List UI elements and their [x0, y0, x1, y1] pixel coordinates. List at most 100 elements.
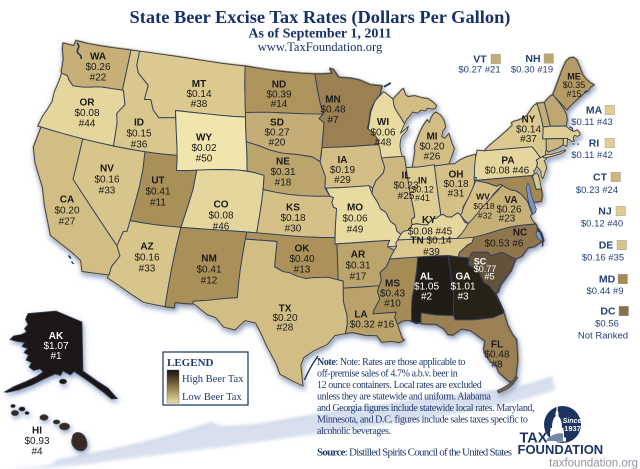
svg-text:#50: #50 [196, 154, 213, 165]
svg-text:$0.30 #19: $0.30 #19 [511, 65, 553, 76]
svg-text:GA: GA [456, 272, 471, 283]
svg-text:$0.20: $0.20 [419, 142, 444, 153]
svg-text:$0.41: $0.41 [145, 187, 170, 198]
svg-text:#44: #44 [79, 119, 96, 130]
svg-text:$0.14: $0.14 [516, 124, 541, 135]
svg-text:SC: SC [474, 257, 487, 267]
svg-text:Since: Since [563, 418, 582, 425]
svg-text:UT: UT [151, 176, 164, 187]
svg-text:#1: #1 [50, 351, 62, 362]
svg-text:$0.41: $0.41 [196, 265, 221, 276]
svg-text:WY: WY [196, 133, 212, 144]
svg-text:#36: #36 [131, 140, 148, 151]
svg-text:#14: #14 [271, 99, 288, 110]
svg-text:$0.23: $0.23 [393, 181, 418, 192]
svg-text:$0.32 #16: $0.32 #16 [350, 320, 395, 331]
svg-text:$0.16: $0.16 [134, 253, 159, 264]
svg-text:$0.27 #21: $0.27 #21 [458, 65, 500, 76]
svg-text:OR: OR [80, 98, 96, 109]
svg-text:TX: TX [279, 304, 292, 315]
svg-text:$0.14: $0.14 [186, 89, 211, 100]
svg-text:WI: WI [377, 117, 389, 128]
svg-text:DC: DC [600, 306, 616, 318]
svg-text:NH: NH [525, 53, 540, 65]
svg-text:IL: IL [402, 171, 411, 182]
svg-text:$0.23 #24: $0.23 #24 [576, 185, 618, 196]
svg-text:MT: MT [192, 79, 206, 90]
svg-text:$0.06: $0.06 [342, 214, 367, 225]
svg-text:NV: NV [100, 164, 114, 175]
svg-text:#49: #49 [347, 225, 364, 236]
svg-text:WA: WA [90, 52, 106, 63]
svg-text:#29: #29 [334, 175, 351, 186]
svg-text:#4: #4 [31, 447, 43, 458]
svg-text:LA: LA [354, 310, 367, 321]
svg-text:$0.26: $0.26 [496, 205, 521, 216]
svg-text:$0.48: $0.48 [320, 105, 345, 116]
svg-text:KS: KS [286, 203, 300, 214]
svg-text:MO: MO [347, 203, 363, 214]
svg-text:#41: #41 [415, 193, 430, 203]
svg-text:$0.02: $0.02 [191, 143, 216, 154]
svg-text:Source: Distilled Spirits Coun: Source: Distilled Spirits Council of the… [317, 447, 512, 459]
svg-text:Minnesota, and D.C. figures in: Minnesota, and D.C. figures include sale… [317, 415, 528, 426]
svg-text:#5: #5 [484, 272, 494, 282]
svg-text:$0.31: $0.31 [270, 167, 295, 178]
svg-text:MI: MI [426, 132, 437, 143]
svg-text:VA: VA [504, 195, 517, 206]
svg-text:$0.20: $0.20 [272, 313, 297, 324]
svg-text:State Beer Excise Tax Rates (D: State Beer Excise Tax Rates (Dollars Per… [130, 7, 511, 28]
svg-text:$0.48: $0.48 [484, 350, 509, 361]
svg-text:$0.26: $0.26 [85, 62, 110, 73]
svg-text:#10: #10 [384, 298, 401, 309]
svg-text:#18: #18 [275, 178, 292, 189]
svg-text:12 ounce containers. Local rat: 12 ounce containers. Local rates are exc… [317, 380, 482, 391]
svg-text:#33: #33 [99, 186, 116, 197]
svg-text:$1.05: $1.05 [414, 281, 439, 292]
svg-text:$0.06: $0.06 [370, 127, 395, 138]
svg-text:taxfoundation.org: taxfoundation.org [549, 458, 638, 469]
svg-text:WV: WV [476, 192, 490, 202]
svg-text:TAX: TAX [520, 431, 548, 447]
svg-text:FL: FL [491, 340, 503, 351]
svg-text:$0.08: $0.08 [74, 108, 99, 119]
svg-text:$0.11 #43: $0.11 #43 [571, 117, 613, 128]
svg-text:$0.18: $0.18 [280, 213, 305, 224]
svg-text:$0.16 #35: $0.16 #35 [582, 253, 624, 264]
svg-text:#11: #11 [150, 198, 166, 209]
svg-text:$0.39: $0.39 [266, 89, 291, 100]
svg-text:#26: #26 [424, 152, 441, 163]
svg-text:$0.44 #9: $0.44 #9 [587, 286, 624, 297]
svg-text:IN: IN [418, 176, 427, 186]
svg-text:$0.08: $0.08 [208, 211, 233, 222]
svg-text:$0.18: $0.18 [473, 201, 495, 211]
svg-text:OK: OK [295, 244, 311, 255]
svg-text:KY: KY [422, 215, 436, 226]
svg-text:$0.77: $0.77 [474, 264, 497, 274]
svg-text:#7: #7 [327, 115, 339, 126]
svg-text:CT: CT [593, 172, 608, 184]
svg-text:NJ: NJ [598, 206, 612, 218]
svg-text:TN $0.14: TN $0.14 [410, 236, 452, 247]
svg-text:and Georgia figures include st: and Georgia figures include statewide lo… [317, 403, 534, 414]
svg-text:#23: #23 [499, 214, 516, 225]
svg-text:ND: ND [272, 80, 286, 91]
svg-text:NY: NY [522, 115, 536, 126]
svg-text:HI: HI [32, 426, 42, 437]
svg-text:$0.15: $0.15 [126, 129, 151, 140]
svg-text:$0.93: $0.93 [24, 436, 49, 447]
svg-text:alcoholic beverages.: alcoholic beverages. [317, 426, 391, 437]
svg-text:ID: ID [134, 118, 144, 129]
svg-text:#32: #32 [478, 211, 492, 221]
svg-text:#37: #37 [520, 134, 537, 145]
svg-text:#46: #46 [213, 222, 230, 233]
svg-text:#25: #25 [398, 191, 415, 202]
svg-text:IA: IA [338, 155, 348, 166]
svg-text:$0.16: $0.16 [94, 175, 119, 186]
svg-text:1937: 1937 [564, 424, 581, 433]
svg-text:$0.27: $0.27 [264, 128, 289, 139]
svg-text:VT: VT [473, 54, 487, 66]
svg-text:#33: #33 [139, 264, 156, 275]
svg-text:#15: #15 [566, 89, 581, 99]
svg-text:Low Beer Tax: Low Beer Tax [182, 392, 242, 403]
